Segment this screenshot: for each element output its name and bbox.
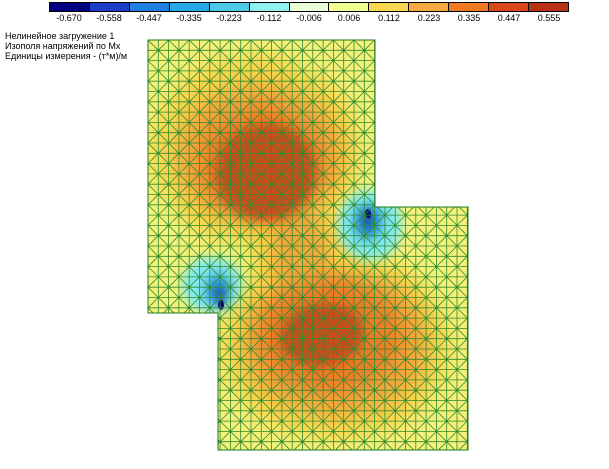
legend-value: -0.447 <box>136 13 162 23</box>
legend-value: 0.447 <box>497 13 521 23</box>
legend-value: -0.335 <box>176 13 202 23</box>
legend-value: 0.006 <box>337 13 361 23</box>
legend-swatch <box>89 3 130 11</box>
mesh-lines <box>148 40 468 450</box>
color-scale-labels: -0.670 -0.558 -0.447 -0.335 -0.223 -0.112 -0.0… <box>49 13 569 25</box>
legend-swatch <box>529 3 568 11</box>
plate-fill <box>148 40 468 450</box>
legend-swatch <box>169 3 210 11</box>
legend-swatch <box>369 3 410 11</box>
legend-swatch <box>249 3 290 11</box>
color-scale-bar <box>49 2 569 12</box>
legend-value: -0.223 <box>216 13 242 23</box>
legend-value: 0.112 <box>378 13 400 23</box>
units-label: Единицы измерения - (т*м)/м <box>5 51 128 61</box>
plate-outline <box>147 39 469 451</box>
legend-swatch <box>489 3 530 11</box>
legend-value: 0.335 <box>457 13 481 23</box>
legend-value: 0.223 <box>417 13 441 23</box>
legend-swatch <box>449 3 490 11</box>
result-info-panel: Нелинейное загружение 1 Изополя напряжен… <box>5 31 127 61</box>
legend-value: -0.006 <box>296 13 322 23</box>
legend-value: -0.670 <box>56 13 82 23</box>
legend-value: 0.555 <box>537 13 561 23</box>
load-case-label: Нелинейное загружение 1 <box>5 31 115 41</box>
color-scale-legend: -0.670 -0.558 -0.447 -0.335 -0.223 -0.112 -0.0… <box>49 2 569 25</box>
legend-value: -0.558 <box>96 13 122 23</box>
finite-element-mesh <box>148 40 468 450</box>
legend-swatch <box>409 3 450 11</box>
isofield-title: Изополя напряжений по Mx <box>5 41 121 51</box>
legend-value: -0.112 <box>256 13 282 23</box>
legend-swatch <box>209 3 250 11</box>
legend-swatch <box>50 3 90 11</box>
legend-swatch <box>289 3 330 11</box>
legend-swatch <box>129 3 170 11</box>
legend-swatch <box>329 3 370 11</box>
